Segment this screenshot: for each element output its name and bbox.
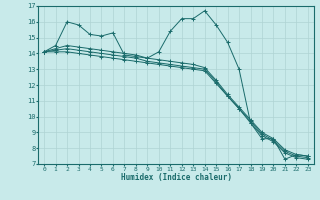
- X-axis label: Humidex (Indice chaleur): Humidex (Indice chaleur): [121, 173, 231, 182]
